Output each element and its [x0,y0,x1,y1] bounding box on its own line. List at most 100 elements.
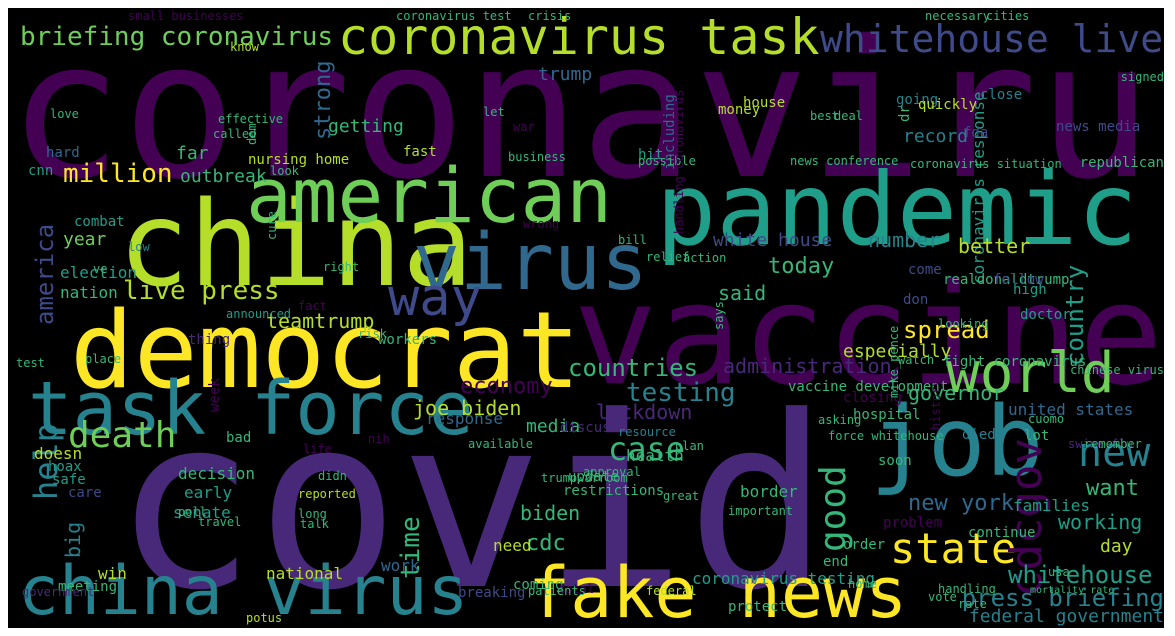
cloud-word: restrictions [563,483,665,499]
cloud-word: economy [460,374,553,399]
cloud-word: need [493,536,532,555]
cloud-word: love [50,107,79,121]
cloud-word: week [207,378,223,412]
cloud-word: cure [265,211,279,240]
cloud-word: money [718,102,761,118]
cloud-word: spread [903,316,990,344]
cloud-word: best [810,109,839,123]
cloud-word: discuss [560,420,620,436]
word-cloud: coronavirus covid vaccine china pandemic demo… [8,8,1164,628]
cloud-word: resource [618,425,676,439]
cloud-word: said [718,281,767,305]
cloud-word: live press [123,276,280,306]
cloud-word: mortality rate [1030,585,1115,596]
cloud-word: problem [883,515,943,531]
cloud-word: coronavirus situation [910,157,1062,171]
cloud-word: want [1086,476,1139,501]
cloud-word: news conference [790,154,899,168]
cloud-word: state [890,524,1017,573]
cloud-word: far [176,143,209,164]
cloud-word: house [743,95,786,111]
cloud-word: bad [226,430,252,446]
cloud-word: federal [646,584,697,598]
cloud-word: important [728,504,794,518]
cloud-word: wrong [523,217,560,231]
cloud-word: test [16,356,45,370]
cloud-word: new [1078,430,1151,476]
cloud-word: don [903,292,929,308]
cloud-word: end [823,554,849,570]
cloud-word: follow [993,272,1044,288]
cloud-word: home [848,577,877,591]
cloud-word: new york [908,491,1014,516]
cloud-word: getting [328,116,404,137]
cloud-word: lockdown [596,400,693,424]
cloud-word: watch [898,353,935,367]
cloud-word: protect [728,599,788,615]
cloud-word: united states [1008,400,1134,419]
cloud-word: national [266,564,344,583]
cloud-word: america [31,223,59,325]
cloud-word: handling coronavirus [672,89,686,235]
cloud-word: news media [1056,119,1141,135]
cloud-word: relief [646,250,690,264]
cloud-word: teamtrump [266,309,375,333]
cloud-word: big [61,521,85,558]
cloud-word: hit [638,147,664,163]
cloud-word: lot [1024,428,1050,444]
cloud-word: potus [246,611,283,625]
cloud-word: task force [28,366,474,452]
cloud-word: closing [843,390,903,406]
cloud-word: doctor [1020,307,1071,323]
cloud-word: business [508,150,566,164]
cloud-word: media [526,416,581,437]
cloud-word: risk [358,327,387,341]
cloud-word: republican [1079,155,1164,171]
cloud-word: called [213,127,257,141]
cloud-word: death [68,415,177,456]
cloud-word: trumpwarroom [541,471,628,485]
cloud-word: cities [986,9,1030,23]
cloud-word: necessary [925,9,991,23]
cloud-word: better [958,234,1031,258]
cloud-word: testing [626,378,736,408]
cloud-word: pandemic [656,151,1138,268]
cloud-word: step [993,67,1022,81]
cloud-word: vaccine development [788,379,949,395]
cloud-word: coming [513,577,564,593]
cloud-word: high [1013,282,1047,298]
cloud-word: way [388,268,482,328]
cloud-word: vote [928,590,957,604]
cloud-word: realdonaldtrump [943,272,1070,288]
cloud-word: working [1058,510,1143,534]
cloud-word: travel [198,515,242,529]
cloud-word: response [426,409,504,428]
cloud-word: fast [403,144,437,160]
cloud-word: died [962,427,996,443]
cloud-word: whitehouse live [820,17,1164,61]
cloud-word: history [929,379,943,430]
cloud-word: win [98,564,127,583]
cloud-word: hospital [853,407,921,423]
cloud-word: order [843,537,886,553]
cloud-word: outbreak [180,166,267,187]
cloud-word: reported [298,487,356,501]
cloud-word: didn [318,469,347,483]
cloud-word: case [608,430,686,468]
cloud-word: thing [188,332,231,348]
cloud-word: chinese virus [1070,363,1164,377]
cloud-word: deal [834,109,863,123]
cloud-word: quickly [918,97,978,113]
cloud-word: rate [958,597,987,611]
cloud-word: look [270,164,299,178]
cloud-word: families [1013,496,1091,515]
cloud-word: administration [723,354,892,378]
cloud-word: place [85,352,122,366]
cloud-word: come [908,262,942,278]
cloud-word: cuomo [1028,412,1065,426]
cloud-word: handling [938,582,996,596]
cloud-word: effective [218,112,284,126]
cloud-word: life [303,442,332,456]
cloud-word: press briefing [961,584,1164,612]
cloud-word: signed [1120,70,1164,84]
